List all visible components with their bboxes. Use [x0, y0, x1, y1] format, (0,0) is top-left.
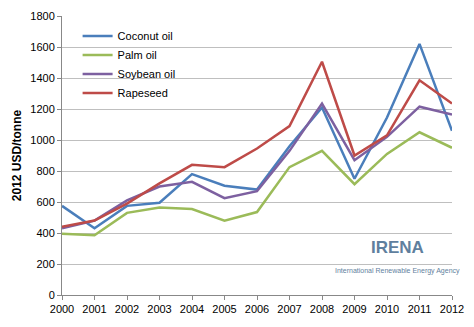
svg-text:2012 USD/tonne: 2012 USD/tonne — [10, 109, 24, 201]
svg-text:2005: 2005 — [212, 303, 236, 315]
svg-text:2010: 2010 — [375, 303, 399, 315]
svg-text:1800: 1800 — [30, 10, 54, 22]
svg-text:800: 800 — [36, 165, 54, 177]
svg-text:600: 600 — [36, 196, 54, 208]
svg-text:1200: 1200 — [30, 103, 54, 115]
svg-text:Soybean oil: Soybean oil — [118, 68, 176, 80]
svg-text:2009: 2009 — [342, 303, 366, 315]
svg-text:200: 200 — [36, 258, 54, 270]
svg-text:1000: 1000 — [30, 134, 54, 146]
svg-text:2001: 2001 — [82, 303, 106, 315]
svg-text:2011: 2011 — [408, 303, 432, 315]
svg-text:2004: 2004 — [180, 303, 204, 315]
svg-text:2000: 2000 — [50, 303, 74, 315]
svg-text:2006: 2006 — [245, 303, 269, 315]
svg-text:2003: 2003 — [147, 303, 171, 315]
svg-text:International Renewable Energy: International Renewable Energy Agency — [335, 267, 460, 275]
svg-text:2002: 2002 — [115, 303, 139, 315]
svg-text:400: 400 — [36, 227, 54, 239]
svg-text:Coconut oil: Coconut oil — [118, 30, 173, 42]
svg-text:2008: 2008 — [310, 303, 334, 315]
svg-text:1600: 1600 — [30, 41, 54, 53]
svg-text:2012: 2012 — [440, 303, 464, 315]
svg-text:1400: 1400 — [30, 72, 54, 84]
svg-text:Palm oil: Palm oil — [118, 49, 157, 61]
svg-text:2007: 2007 — [277, 303, 301, 315]
svg-text:0: 0 — [49, 289, 55, 301]
svg-text:IRENA: IRENA — [371, 238, 424, 257]
svg-text:Rapeseed: Rapeseed — [118, 87, 168, 99]
